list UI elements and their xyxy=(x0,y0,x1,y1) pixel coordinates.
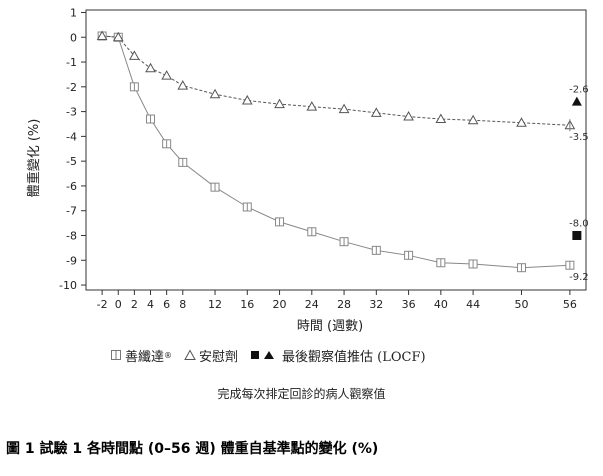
y-tick-label: 0 xyxy=(70,31,77,44)
y-tick-label: -7 xyxy=(66,205,77,218)
y-tick-label: 1 xyxy=(70,6,77,19)
x-tick-label: 28 xyxy=(337,298,351,311)
data-point-triangle xyxy=(274,98,285,109)
x-tick-label: 32 xyxy=(369,298,383,311)
series-line-1 xyxy=(102,35,570,269)
locf-triangle-marker xyxy=(571,96,582,106)
data-point-square xyxy=(275,217,285,227)
y-tick-label: -8 xyxy=(66,229,77,242)
data-point-square xyxy=(146,114,156,124)
legend-item-series2: 安慰劑 xyxy=(184,346,238,365)
x-tick-label: 50 xyxy=(514,298,528,311)
figure-caption: 圖 1 試驗 1 各時間點 (0–56 週) 體重自基準點的變化 (%) xyxy=(6,441,379,457)
footnote: 完成每次排定回診的病人觀察值 xyxy=(217,387,386,401)
value-annotation: -2.6 xyxy=(569,85,589,96)
x-tick-label: 16 xyxy=(240,298,254,311)
legend-series2-label: 安慰劑 xyxy=(199,349,239,365)
chart-legend: 善纖達 ® 安慰劑 最後觀察值推估 (LOCF) xyxy=(110,346,438,365)
data-point-triangle xyxy=(96,30,108,41)
data-point-square xyxy=(242,202,252,212)
data-point-triangle xyxy=(338,103,350,114)
y-tick-label: -9 xyxy=(66,254,77,267)
data-point-triangle xyxy=(129,50,140,60)
data-point-triangle xyxy=(403,111,414,121)
x-tick-label: 24 xyxy=(305,298,319,311)
registered-mark: ® xyxy=(164,350,173,360)
series-markers xyxy=(96,30,576,273)
data-point-triangle xyxy=(370,107,382,117)
y-axis-label: 體重變化 (%) xyxy=(26,119,42,198)
data-point-square xyxy=(404,250,414,260)
value-annotations: -2.6 -3.5 -8.0 -9.2 xyxy=(569,85,589,284)
y-tick-label: -3 xyxy=(66,106,77,119)
x-tick-label: 0 xyxy=(115,298,122,311)
data-point-square xyxy=(129,82,139,92)
legend-triangle-marker xyxy=(184,349,196,360)
x-tick-label: 4 xyxy=(147,298,154,311)
data-point-square xyxy=(210,182,220,192)
chart-axes: 10-1-2-3-4-5-6-7-8-9-10-2 0 2 4 6 8 12 16 20 24 28… xyxy=(59,6,587,311)
data-point-triangle xyxy=(306,101,318,111)
series-line-2 xyxy=(102,35,570,126)
data-point-triangle xyxy=(145,62,156,73)
x-tick-label: 44 xyxy=(466,298,480,311)
data-point-triangle xyxy=(209,88,221,99)
value-annotation: -8.0 xyxy=(569,218,589,229)
legend-locf-label: 最後觀察值推估 (LOCF) xyxy=(282,349,426,365)
y-tick-label: -5 xyxy=(66,155,77,168)
data-point-square xyxy=(162,139,172,149)
x-tick-label: 56 xyxy=(563,298,577,311)
x-tick-label: 20 xyxy=(273,298,287,311)
y-tick-label: -4 xyxy=(66,130,77,143)
x-tick-label: 6 xyxy=(163,298,170,311)
legend-filled-triangle-marker xyxy=(264,351,275,359)
data-point-square xyxy=(339,237,349,247)
legend-square-marker xyxy=(111,350,121,360)
x-tick-label: 36 xyxy=(402,298,416,311)
plot-frame xyxy=(85,9,587,291)
x-axis-label: 時間 (週數) xyxy=(297,319,363,334)
data-point-triangle xyxy=(161,70,173,80)
legend-filled-square-marker xyxy=(251,351,260,359)
data-point-triangle xyxy=(467,114,479,125)
data-point-square xyxy=(468,259,478,269)
weight-change-chart: 10-1-2-3-4-5-6-7-8-9-10-2 0 2 4 6 8 12 16 20 24 28… xyxy=(26,6,589,334)
value-annotation: -9.2 xyxy=(569,272,589,283)
data-point-triangle xyxy=(241,94,253,105)
y-tick-label: -1 xyxy=(66,56,77,69)
data-point-triangle xyxy=(516,117,527,127)
data-point-square xyxy=(307,227,317,237)
x-tick-label: 40 xyxy=(434,298,448,311)
data-point-square xyxy=(371,245,381,255)
data-point-square xyxy=(436,258,446,268)
data-point-triangle xyxy=(112,31,124,42)
y-tick-label: -10 xyxy=(59,279,77,292)
x-tick-label: 2 xyxy=(131,298,138,311)
x-tick-label: -2 xyxy=(97,298,108,311)
x-tick-label: 12 xyxy=(208,298,222,311)
data-point-triangle xyxy=(435,113,447,124)
data-point-square xyxy=(565,260,575,270)
series-lines xyxy=(102,35,570,269)
legend-item-series1: 善纖達 ® xyxy=(110,346,172,365)
value-annotation: -3.5 xyxy=(569,132,589,143)
y-tick-label: -2 xyxy=(66,81,77,94)
y-tick-label: -6 xyxy=(66,180,77,193)
data-point-triangle xyxy=(177,80,189,90)
data-point-square xyxy=(516,263,526,273)
data-point-square xyxy=(178,157,188,167)
legend-item-locf: 最後觀察值推估 (LOCF) xyxy=(250,346,426,365)
locf-square-marker xyxy=(572,230,582,240)
legend-series1-label: 善纖達 xyxy=(125,349,165,365)
locf-markers xyxy=(571,96,582,240)
x-tick-label: 8 xyxy=(179,298,186,311)
